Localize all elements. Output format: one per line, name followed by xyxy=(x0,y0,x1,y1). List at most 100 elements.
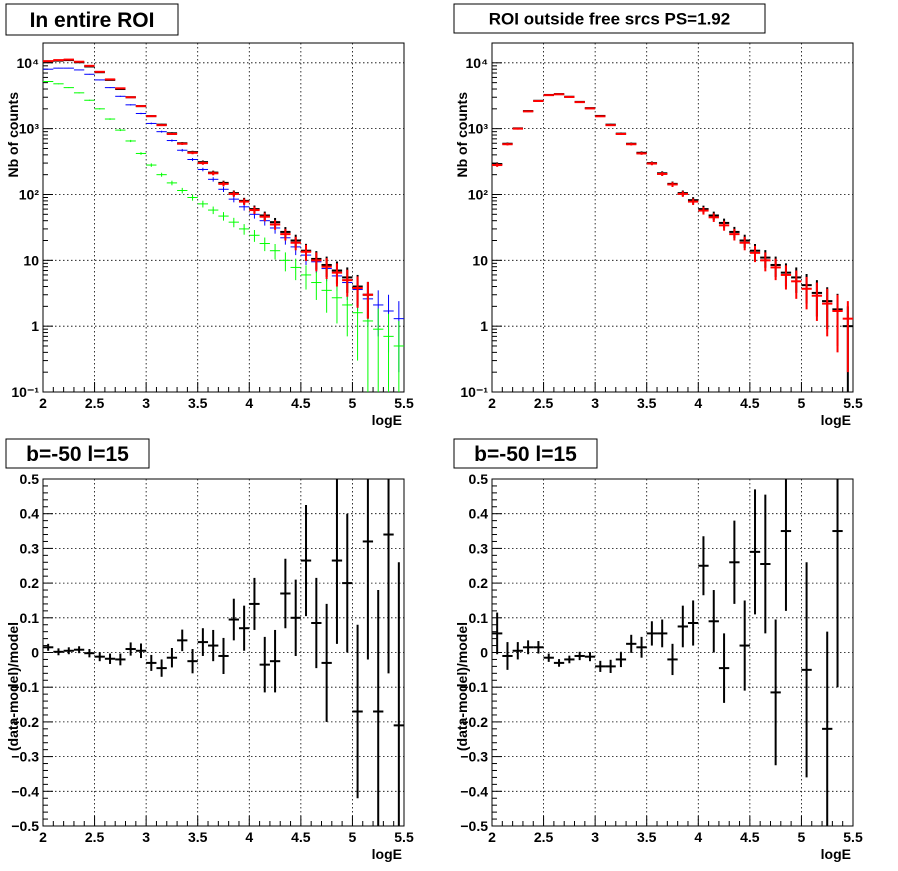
x-tick-label: 2 xyxy=(488,829,496,845)
data-point xyxy=(94,652,105,662)
data-point xyxy=(321,258,332,280)
data-point xyxy=(84,64,95,67)
y-axis-label: Nb of counts xyxy=(454,92,470,178)
x-tick-label: 2.5 xyxy=(534,395,554,411)
data-point xyxy=(373,308,384,392)
x-tick-label: 4 xyxy=(694,395,702,411)
data-point xyxy=(156,124,167,127)
data-point xyxy=(238,224,250,235)
y-tick-label: 10 xyxy=(23,252,39,268)
data-point xyxy=(125,96,136,99)
x-tick-label: 2 xyxy=(488,395,496,411)
chart-title: ROI outside free srcs PS=1.92 xyxy=(489,10,730,29)
data-point xyxy=(512,127,523,130)
data-point xyxy=(362,281,374,319)
chart-panel-2: 2 2.5 3 3.5 4 4.5 5 5.5 10⁻¹ 1 10 10² 10³ 10⁴ logE Nb o… xyxy=(453,3,863,428)
data-point xyxy=(53,59,64,62)
y-axis-label: (data-model)/model xyxy=(454,622,470,751)
data-point xyxy=(218,186,229,193)
y-tick-label: 0.4 xyxy=(20,506,40,522)
x-tick-label: 4.5 xyxy=(291,395,311,411)
data-point xyxy=(533,641,544,654)
data-point xyxy=(492,612,503,655)
data-point xyxy=(290,258,301,281)
y-tick-label: 1 xyxy=(480,318,488,334)
y-tick-label: 10 xyxy=(472,252,488,268)
data-point xyxy=(331,263,343,287)
title-box xyxy=(453,3,766,34)
data-point xyxy=(698,536,709,596)
data-point xyxy=(321,277,332,313)
data-point xyxy=(249,229,260,242)
data-point xyxy=(43,81,54,83)
x-tick-label: 4.5 xyxy=(740,829,760,845)
x-tick-label: 5 xyxy=(349,829,357,845)
y-tick-label: 10⁻¹ xyxy=(11,384,39,400)
data-point xyxy=(822,288,833,337)
chart-title: b=-50 l=15 xyxy=(474,443,577,466)
data-point xyxy=(739,600,750,691)
data-point xyxy=(791,270,802,299)
data-point xyxy=(280,558,291,629)
data-point xyxy=(342,269,353,297)
data-point xyxy=(522,110,534,113)
data-point xyxy=(156,172,167,177)
data-point xyxy=(166,132,178,135)
data-point xyxy=(657,172,668,176)
data-point xyxy=(687,600,699,646)
data-point xyxy=(177,187,188,194)
data-point xyxy=(729,520,740,604)
data-point xyxy=(208,177,219,182)
x-tick-label: 4 xyxy=(245,829,253,845)
data-point xyxy=(331,284,343,324)
data-point xyxy=(383,313,394,392)
x-tick-label: 2 xyxy=(39,395,47,411)
chart-panel-1: 2 2.5 3 3.5 4 4.5 5 5.5 10⁻¹ 1 10 10² 10³ 10⁴ logE Nb o… xyxy=(5,3,414,428)
data-point xyxy=(53,67,64,69)
data-point xyxy=(43,60,54,63)
data-point xyxy=(605,659,616,673)
data-point xyxy=(564,655,575,664)
data-point xyxy=(393,320,404,392)
data-point xyxy=(166,180,178,186)
x-tick-label: 4.5 xyxy=(740,395,760,411)
data-point xyxy=(249,577,260,630)
data-point xyxy=(492,163,503,167)
data-point xyxy=(104,78,116,81)
data-point xyxy=(502,143,513,146)
x-tick-label: 5.5 xyxy=(843,829,863,845)
y-tick-label: −0.5 xyxy=(11,818,39,834)
data-point xyxy=(553,659,565,667)
data-point xyxy=(502,642,513,670)
data-point xyxy=(811,282,823,321)
data-point xyxy=(512,642,523,660)
data-point xyxy=(269,244,281,260)
data-point xyxy=(146,163,157,167)
x-tick-label: 3.5 xyxy=(188,395,208,411)
data-point xyxy=(53,648,64,656)
data-point xyxy=(760,252,771,272)
data-point xyxy=(626,634,637,653)
data-point xyxy=(574,101,585,104)
data-point xyxy=(543,94,554,97)
data-point xyxy=(584,652,596,662)
data-point xyxy=(687,198,699,206)
x-tick-label: 2.5 xyxy=(85,829,105,845)
data-point xyxy=(708,213,719,222)
data-point xyxy=(228,217,239,228)
data-point xyxy=(104,118,116,120)
data-point xyxy=(53,83,64,85)
data-point xyxy=(564,95,575,98)
data-point xyxy=(115,653,126,666)
x-tick-label: 5.5 xyxy=(843,395,863,411)
y-tick-label: 0 xyxy=(31,645,39,661)
data-point xyxy=(94,79,105,81)
data-point xyxy=(156,659,167,677)
data-point xyxy=(156,130,167,133)
data-point xyxy=(63,647,74,655)
data-point xyxy=(646,621,658,646)
data-point xyxy=(801,562,812,778)
data-point xyxy=(208,629,219,662)
data-point xyxy=(718,220,730,231)
